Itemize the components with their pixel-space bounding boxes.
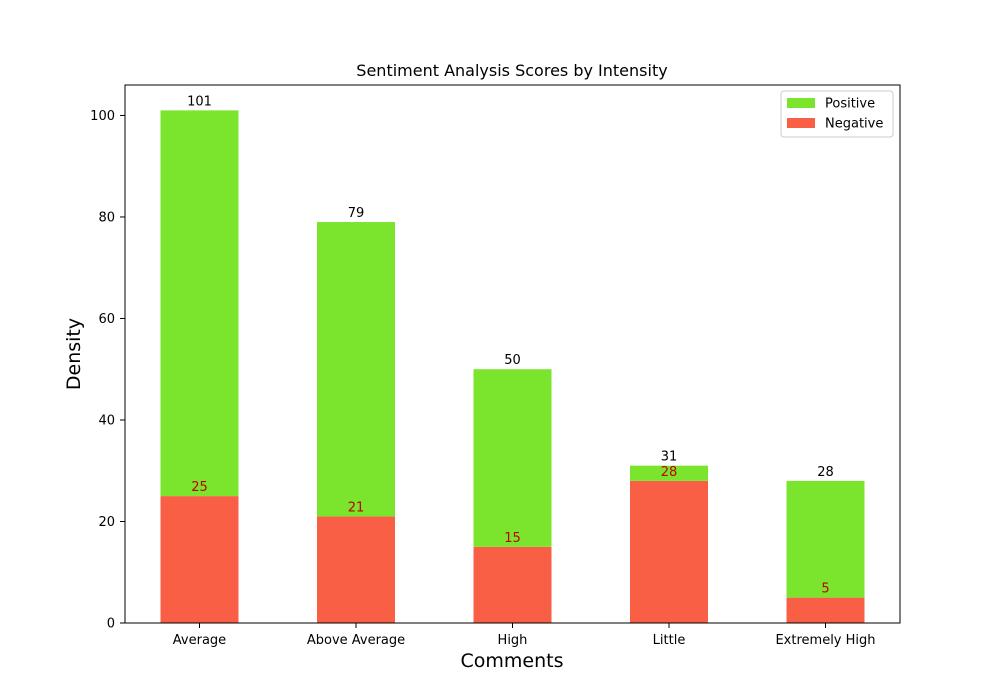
bar-positive [786, 480, 865, 598]
x-axis-label: Comments [461, 650, 564, 672]
legend-swatch [787, 118, 815, 128]
data-label-negative: 21 [348, 500, 365, 515]
data-label-total: 50 [504, 353, 521, 368]
data-label-negative: 28 [661, 465, 678, 480]
bar-positive [160, 110, 239, 497]
bar-negative [317, 516, 395, 623]
data-label-total: 79 [348, 206, 365, 221]
data-label-total: 101 [187, 94, 212, 109]
data-label-negative: 5 [821, 582, 829, 597]
legend-swatch [787, 98, 815, 108]
bar-negative [630, 480, 708, 623]
x-tick-label: Extremely High [775, 633, 875, 648]
data-label-total: 28 [817, 465, 834, 480]
y-tick-label: 80 [98, 210, 115, 225]
x-tick-label: Above Average [307, 633, 405, 648]
x-tick-label: Average [173, 633, 226, 648]
y-tick-label: 40 [98, 413, 115, 428]
data-label-negative: 15 [504, 531, 521, 546]
y-tick-label: 0 [107, 617, 115, 632]
bar-negative [473, 546, 552, 623]
bar-positive [630, 465, 708, 481]
legend: Positive Negative [780, 90, 894, 138]
bar-negative [160, 496, 239, 623]
legend-label: Negative [825, 117, 883, 132]
data-label-negative: 25 [191, 480, 208, 495]
bar-positive [473, 369, 552, 547]
y-tick-label: 100 [90, 109, 115, 124]
data-label-total: 31 [661, 450, 678, 465]
x-tick-label: Little [653, 633, 686, 648]
axes: 0 20 40 60 80 100 Average Above Average High Litt… [90, 109, 875, 648]
y-tick-label: 20 [98, 515, 115, 530]
chart-title: Sentiment Analysis Scores by Intensity [356, 61, 667, 80]
bar-negative [786, 597, 865, 623]
legend-label: Positive [825, 97, 875, 112]
y-axis-label: Density [63, 318, 85, 390]
bar-positive [317, 222, 395, 517]
x-tick-label: High [498, 633, 528, 648]
y-tick-label: 60 [98, 312, 115, 327]
